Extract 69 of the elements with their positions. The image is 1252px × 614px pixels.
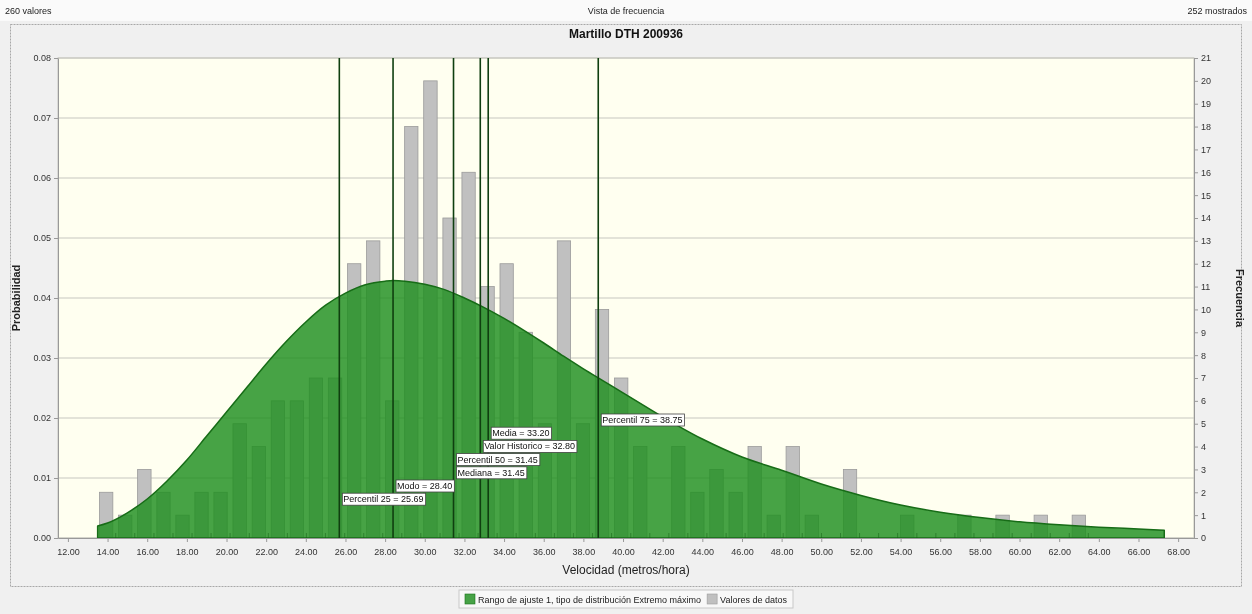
- x-tick-label: 42.00: [651, 546, 675, 557]
- y-tick-label: 0.05: [33, 233, 51, 244]
- x-tick-label: 30.00: [414, 546, 437, 557]
- x-tick-label: 60.00: [1008, 546, 1032, 557]
- x-tick-label: 12.00: [57, 546, 80, 557]
- y-tick-label: 0.02: [33, 413, 51, 424]
- y2-tick-label: 12: [1201, 259, 1212, 270]
- y2-tick-label: 16: [1201, 167, 1212, 178]
- x-tick-label: 24.00: [295, 546, 318, 557]
- y2-tick-label: 15: [1201, 190, 1212, 201]
- x-tick-label: 38.00: [572, 546, 596, 557]
- chart-title: Martillo DTH 200936: [568, 27, 684, 41]
- y2-tick-label: 13: [1201, 236, 1212, 247]
- x-tick-label: 68.00: [1167, 546, 1190, 557]
- y-tick-label: 0.07: [33, 113, 51, 124]
- x-tick-label: 40.00: [612, 546, 635, 557]
- x-tick-label: 58.00: [969, 546, 992, 557]
- y2-tick-label: 3: [1201, 464, 1207, 475]
- y2-tick-label: 6: [1201, 396, 1207, 407]
- x-tick-label: 48.00: [770, 546, 794, 557]
- x-tick-label: 62.00: [1048, 546, 1071, 557]
- y2-tick-label: 2: [1201, 487, 1207, 498]
- x-tick-label: 54.00: [889, 546, 913, 557]
- y-tick-label: 0.01: [33, 473, 51, 484]
- x-tick-label: 32.00: [453, 546, 477, 557]
- y2-tick-label: 7: [1201, 373, 1207, 384]
- x-tick-label: 50.00: [810, 546, 834, 557]
- x-tick-label: 34.00: [493, 546, 516, 557]
- y2-tick-label: 11: [1201, 281, 1211, 292]
- y2-tick-label: 14: [1201, 213, 1212, 224]
- legend-label: Valores de datos: [720, 594, 788, 605]
- x-tick-label: 20.00: [215, 546, 239, 557]
- y-tick-label: 0.00: [33, 533, 51, 544]
- y2-tick-label: 10: [1201, 304, 1212, 315]
- x-tick-label: 18.00: [176, 546, 199, 557]
- y2-tick-label: 4: [1201, 441, 1207, 452]
- y2-tick-label: 0: [1201, 533, 1207, 544]
- x-tick-label: 46.00: [731, 546, 754, 557]
- x-tick-label: 44.00: [691, 546, 715, 557]
- text: 252 mostrados: [1187, 6, 1248, 16]
- x-tick-label: 28.00: [374, 546, 397, 557]
- y2-tick-label: 9: [1201, 327, 1207, 338]
- y2-tick-label: 8: [1201, 350, 1207, 361]
- x-tick-label: 66.00: [1127, 546, 1151, 557]
- y-tick-label: 0.04: [33, 293, 51, 304]
- x-tick-label: 64.00: [1088, 546, 1111, 557]
- y-axis-title: Probabilidad: [10, 264, 22, 332]
- x-tick-label: 52.00: [850, 546, 873, 557]
- y2-tick-label: 17: [1201, 144, 1212, 155]
- x-tick-label: 36.00: [532, 546, 556, 557]
- y-tick-label: 0.08: [33, 53, 51, 64]
- legend-label: Rango de ajuste 1, tipo de distribución Extremo máximo: [477, 594, 702, 605]
- y2-tick-label: 1: [1201, 510, 1207, 521]
- x-tick-label: 56.00: [929, 546, 952, 557]
- y-tick-label: 0.03: [33, 353, 51, 364]
- x-tick-label: 26.00: [334, 546, 358, 557]
- text: 260 valores: [5, 6, 53, 16]
- y2-tick-label: 20: [1201, 76, 1212, 87]
- y2-tick-label: 18: [1201, 121, 1212, 132]
- y2-tick-label: 21: [1201, 53, 1212, 64]
- y2-axis-title: Frecuencia: [1234, 268, 1246, 328]
- x-tick-label: 22.00: [255, 546, 278, 557]
- y-tick-label: 0.06: [33, 173, 51, 184]
- x-tick-label: 16.00: [136, 546, 159, 557]
- x-tick-label: 14.00: [96, 546, 120, 557]
- y2-tick-label: 19: [1201, 99, 1212, 110]
- x-axis-title: Velocidad (metros/hora): [562, 563, 690, 577]
- y2-tick-label: 5: [1201, 419, 1207, 430]
- text: Vista de frecuencia: [587, 6, 665, 16]
